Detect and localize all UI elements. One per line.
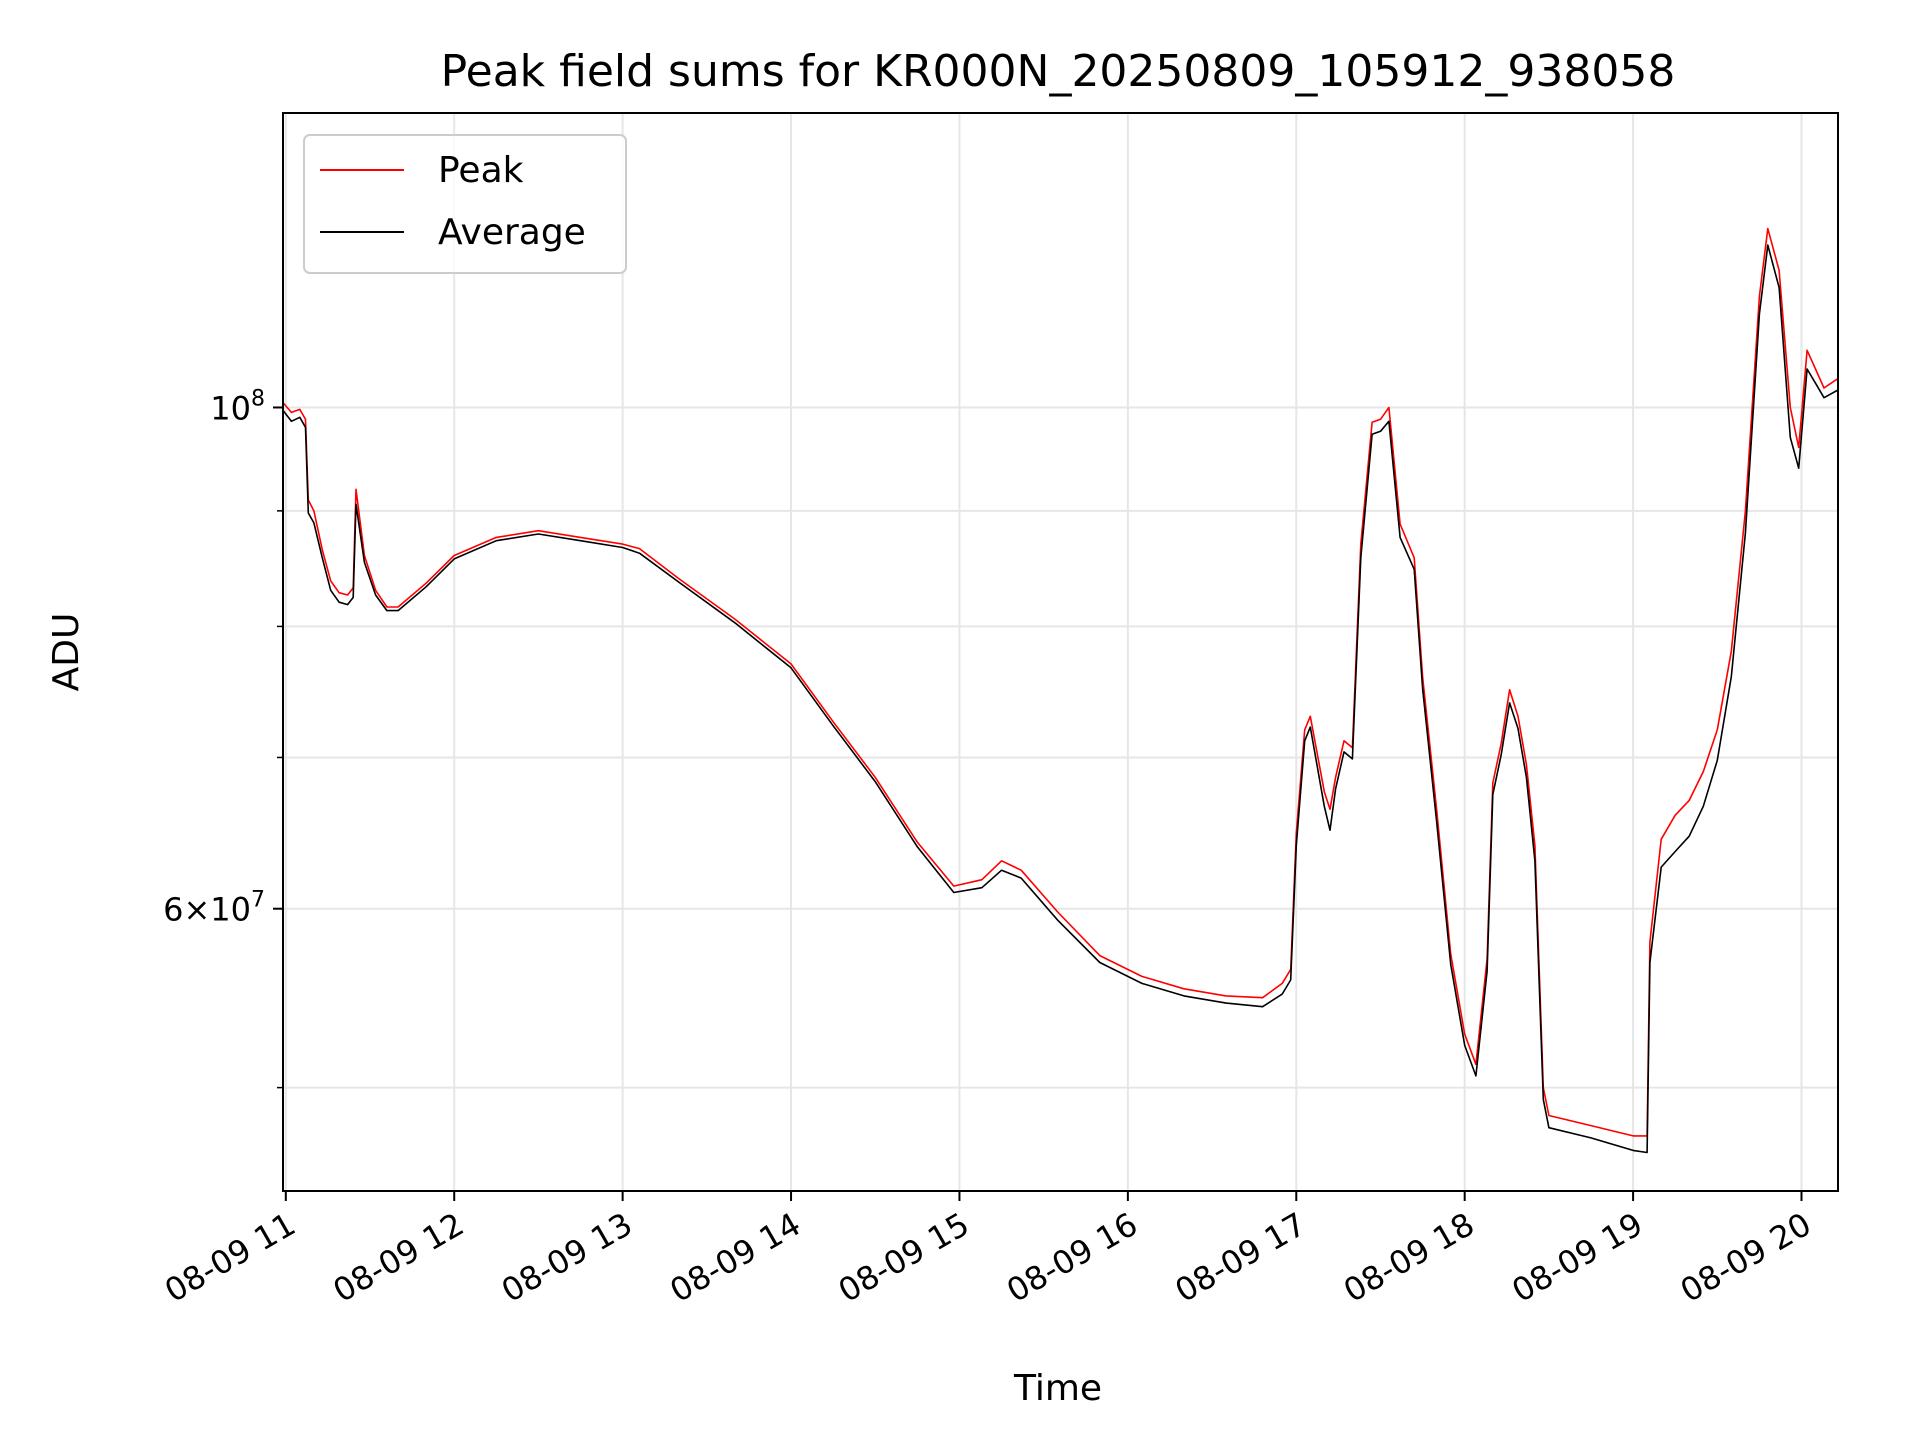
y-tick-label: 108 [210, 386, 265, 427]
series-line-peak [282, 227, 1839, 1137]
y-axis: 108 6×107 [163, 386, 283, 1089]
gridlines [283, 113, 1838, 1191]
y-axis-label: ADU [46, 613, 87, 692]
y-tick-label: 6×107 [163, 888, 265, 929]
legend: Peak Average [303, 134, 627, 274]
x-axis-label: Time [1013, 1368, 1102, 1409]
plot-frame [282, 112, 1839, 1192]
legend-label-peak: Peak [438, 150, 524, 191]
legend-label-average: Average [438, 212, 586, 253]
data-series [282, 227, 1839, 1154]
chart-title: Peak field sums for KR000N_20250809_1059… [441, 46, 1676, 97]
series-line-average [282, 244, 1839, 1154]
